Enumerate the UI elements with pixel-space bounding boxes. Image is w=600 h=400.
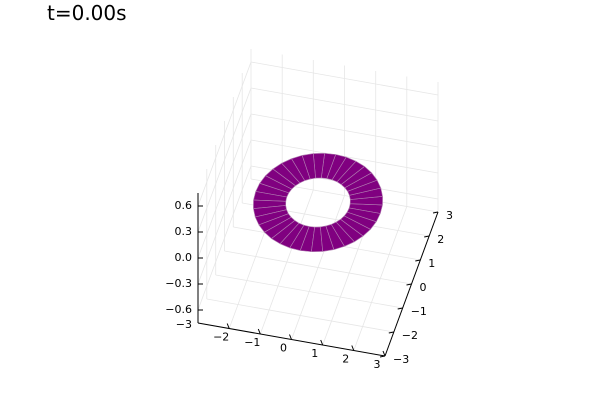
sidewall-gridline-z <box>250 61 439 96</box>
x-tick-mark <box>382 350 386 357</box>
backwall-gridline-z <box>197 139 252 285</box>
surface-segment <box>346 207 381 223</box>
y-tick-label: −2 <box>402 329 418 342</box>
chart-title: t=0.00s <box>47 1 127 25</box>
z-tick-label: 0.0 <box>175 251 193 264</box>
y-tick-label: −3 <box>393 353 409 366</box>
y-tick-label: −1 <box>411 305 427 318</box>
backwall-gridline-z <box>197 165 252 311</box>
backwall-gridline-z <box>197 87 252 233</box>
y-tick-label: 3 <box>446 209 453 222</box>
y-tick-mark <box>432 211 439 214</box>
floor-gridline-y <box>224 250 412 285</box>
floor-gridline-y <box>206 298 394 333</box>
x-tick-label: 0 <box>280 342 287 355</box>
backwall-gridline-z <box>197 113 252 259</box>
x-tick-label-corner: −3 <box>176 318 192 331</box>
x-tick-label: 3 <box>374 358 381 371</box>
x-tick-mark <box>289 334 292 340</box>
x-tick-label: 2 <box>342 353 349 366</box>
z-tick-label: 0.3 <box>175 225 193 238</box>
y-tick-mark <box>406 283 412 286</box>
z-tick-label: −0.6 <box>165 303 192 316</box>
y-tick-mark <box>379 355 386 358</box>
x-tick-mark <box>320 339 324 346</box>
y-tick-label: 2 <box>437 233 444 246</box>
floor-gridline-y <box>215 274 403 309</box>
y-tick-label: 1 <box>428 257 435 270</box>
x-tick-mark <box>257 328 261 335</box>
z-tick-label: 0.6 <box>175 199 193 212</box>
y-tick-mark <box>397 307 403 310</box>
axis-layer <box>197 193 439 358</box>
backwall-gridline-z <box>197 61 252 207</box>
z-tick-label: −0.3 <box>165 277 192 290</box>
y-tick-mark <box>388 331 394 334</box>
sidewall-gridline-z <box>250 113 439 148</box>
sidewall-gridline-z <box>250 87 439 122</box>
x-tick-label: −1 <box>244 336 260 349</box>
x-tick-label: 1 <box>311 347 318 360</box>
y-tick-mark <box>415 259 421 262</box>
x-tick-mark <box>351 345 355 351</box>
y-tick-mark <box>424 235 430 238</box>
y-tick-label: 0 <box>420 281 427 294</box>
x-tick-mark <box>226 323 230 329</box>
torus-surface <box>253 152 383 253</box>
x-tick-label: −2 <box>213 331 229 344</box>
